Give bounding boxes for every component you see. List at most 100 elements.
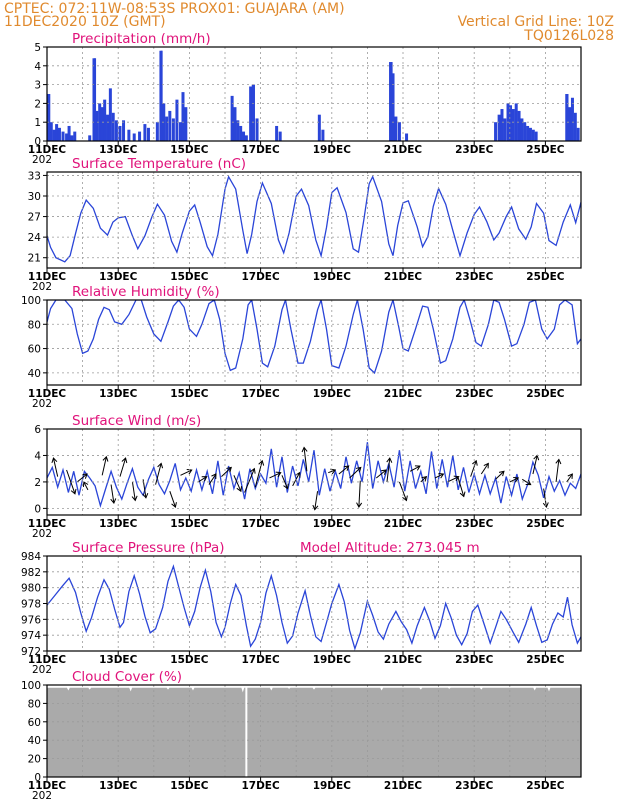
cloud-xtick-label: 25DEC xyxy=(526,780,565,792)
wind-vector xyxy=(420,476,427,483)
precip-bar xyxy=(573,112,577,141)
precip-bar xyxy=(526,125,530,141)
precip-ytick-label: 5 xyxy=(34,42,41,54)
wind-ytick-label: 6 xyxy=(34,424,41,436)
temp-xtick-label: 25DEC xyxy=(526,271,565,283)
wind-vector xyxy=(314,491,319,510)
precip-spike xyxy=(94,58,97,141)
precip-bar xyxy=(52,129,56,141)
wind-vector-head xyxy=(226,466,232,473)
wind-xtick-label: 21DEC xyxy=(384,518,423,530)
precip-bar xyxy=(242,131,246,141)
wind-ytick-label: 2 xyxy=(34,477,41,489)
precip-bar xyxy=(184,107,188,141)
temp-ytick-label: 30 xyxy=(28,191,41,203)
cloud-frame xyxy=(46,684,582,778)
wind-vector-head xyxy=(483,462,489,469)
precip-bar xyxy=(143,124,147,141)
wind-vector xyxy=(358,480,361,508)
precip-bar xyxy=(138,131,142,141)
precip-year-fragment: 202 xyxy=(32,154,52,166)
wind-vector xyxy=(521,478,531,485)
precip-bar xyxy=(103,99,107,141)
wind-vector-head xyxy=(355,466,362,473)
wind-vector xyxy=(198,476,207,483)
precip-bar xyxy=(47,94,51,141)
precip-xtick-label: 19DEC xyxy=(313,144,352,156)
wind-vector-head xyxy=(312,504,319,511)
precip-bar xyxy=(146,127,150,141)
wind-vector xyxy=(480,463,489,475)
precip-bar xyxy=(514,103,518,141)
wind-vector xyxy=(566,473,573,483)
wind-vector xyxy=(119,457,127,477)
temp-title: Surface Temperature (nC) xyxy=(72,156,246,172)
temp-ytick-label: 27 xyxy=(28,212,41,224)
wind-vector-head xyxy=(102,455,109,462)
precip-bar xyxy=(503,118,507,141)
precip-bar xyxy=(118,125,122,141)
wind-xtick-label: 19DEC xyxy=(313,518,352,530)
rh-xtick-label: 19DEC xyxy=(313,388,352,400)
wind-vector-head xyxy=(301,446,308,453)
wind-vector xyxy=(131,481,136,501)
wind-xtick-label: 11DEC xyxy=(28,518,67,530)
precip-bar xyxy=(405,133,409,141)
precip-bar xyxy=(509,105,513,141)
precip-ytick-label: 3 xyxy=(34,80,41,92)
wind-vector xyxy=(244,468,255,493)
rh-xtick-label: 11DEC xyxy=(28,388,67,400)
precip-bar xyxy=(249,86,253,141)
precip-ytick-label: 2 xyxy=(34,98,41,110)
wind-vector-head xyxy=(453,475,460,482)
panels: 0 1 2 3 4 5 11DEC 13DEC 15DEC 17DEC 19DEC 21DEC 23DE… xyxy=(21,31,582,800)
rh-line xyxy=(47,300,581,375)
wind-vector-head xyxy=(498,470,505,477)
precip-bar xyxy=(127,129,131,141)
precip-bar xyxy=(100,107,104,141)
precip-xtick-label: 17DEC xyxy=(241,144,280,156)
precip-bar xyxy=(171,118,175,141)
wind-vector xyxy=(221,467,232,477)
precip-xtick-label: 11DEC xyxy=(28,144,67,156)
precip-bar xyxy=(165,116,169,141)
pres-xtick-label: 15DEC xyxy=(170,654,209,666)
pres-title: Surface Pressure (hPa) xyxy=(72,540,225,556)
precip-bar xyxy=(70,135,74,141)
precip-bar xyxy=(391,73,395,141)
temp-xtick-label: 23DEC xyxy=(455,271,494,283)
precip-bar xyxy=(278,131,282,141)
precip-xtick-label: 13DEC xyxy=(99,144,138,156)
pres-xtick-label: 25DEC xyxy=(526,654,565,666)
wind-vector-head xyxy=(110,498,117,505)
wind-vector xyxy=(180,469,192,476)
precip-xtick-label: 15DEC xyxy=(170,144,209,156)
wind-vector xyxy=(457,477,465,497)
wind-vector xyxy=(142,479,147,498)
wind-vector xyxy=(233,475,242,492)
wind-vector-head xyxy=(51,457,58,464)
pres-year-fragment: 202 xyxy=(32,664,52,676)
precip-bar xyxy=(576,127,580,141)
temp-xtick-label: 15DEC xyxy=(170,271,209,283)
wind-vector xyxy=(155,463,162,485)
rh-xtick-label: 17DEC xyxy=(241,388,280,400)
wind-vector xyxy=(254,460,263,488)
wind-vector-head xyxy=(421,475,428,482)
wind-vector xyxy=(555,459,560,482)
pres-ytick-label: 976 xyxy=(21,614,41,626)
wind-vector xyxy=(208,473,217,485)
precip-bar xyxy=(570,97,574,141)
temp-xtick-label: 19DEC xyxy=(313,271,352,283)
wind-vector-head xyxy=(131,495,138,502)
cloud-ytick-label: 40 xyxy=(28,735,41,747)
precip-spike xyxy=(160,50,163,141)
wind-vector xyxy=(303,447,308,472)
wind-plot xyxy=(47,442,581,511)
precip-bar xyxy=(528,127,532,141)
cloud-gap xyxy=(245,685,248,777)
precip-bar xyxy=(230,95,234,141)
wind-vector xyxy=(281,475,289,489)
precip-plot xyxy=(47,50,580,141)
